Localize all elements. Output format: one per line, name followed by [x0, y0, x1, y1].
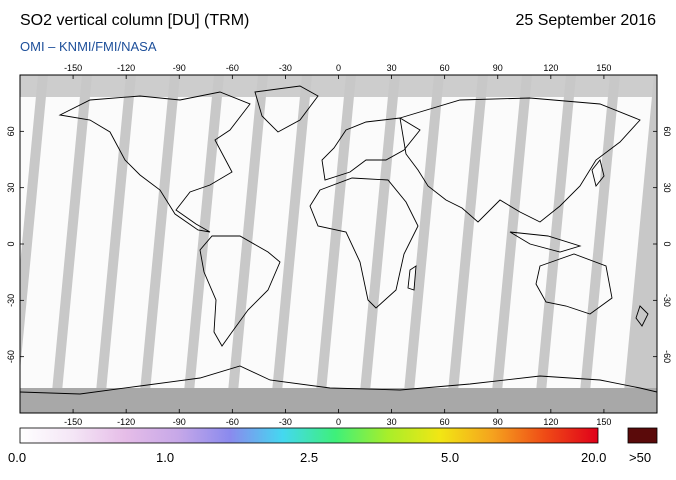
madagascar-coast	[407, 265, 417, 291]
longitude-label: 30	[387, 417, 397, 427]
latitude-label: 0	[662, 241, 672, 246]
orbit-swath	[500, 75, 566, 413]
latitude-label: 60	[662, 126, 672, 136]
longitude-label: 150	[596, 63, 611, 73]
asia-coast	[399, 97, 641, 223]
colorbar	[19, 427, 599, 444]
new-zealand-coast	[635, 305, 649, 327]
longitude-ticks-top: -150 -120 -90 -60 -30 0 30 60 90 120 150	[64, 63, 611, 79]
arctic-band	[20, 75, 657, 97]
colorbar-label-0: 0.0	[8, 450, 27, 465]
orbit-swaths	[20, 75, 654, 413]
longitude-label: -30	[279, 417, 292, 427]
orbit-swath	[104, 75, 170, 413]
australia-coast	[535, 253, 613, 315]
latitude-label: -60	[6, 350, 16, 363]
orbit-swath	[368, 75, 434, 413]
latitude-label: 60	[6, 126, 16, 136]
longitude-label: -120	[117, 63, 135, 73]
data-source: OMI – KNMI/FMI/NASA	[20, 39, 157, 54]
south-america-coast	[199, 235, 281, 347]
longitude-ticks-bottom: -150 -120 -90 -60 -30 0 30 60 90 120 150	[64, 409, 611, 427]
orbit-swath	[148, 75, 214, 413]
antarctica-band	[20, 388, 657, 413]
longitude-label: 120	[543, 63, 558, 73]
orbit-swath	[456, 75, 522, 413]
latitude-label: -60	[662, 350, 672, 363]
orbit-swath	[324, 75, 390, 413]
orbit-swath	[544, 75, 610, 413]
longitude-label: 90	[493, 63, 503, 73]
map-title: SO2 vertical column [DU] (TRM)	[20, 12, 250, 29]
latitude-label: 30	[6, 183, 16, 193]
longitude-label: 120	[543, 417, 558, 427]
longitude-label: -150	[64, 63, 82, 73]
longitude-label: -60	[226, 63, 239, 73]
longitude-label: -60	[226, 417, 239, 427]
longitude-label: 150	[596, 417, 611, 427]
longitude-label: 0	[336, 63, 341, 73]
longitude-label: 30	[387, 63, 397, 73]
colorbar-label-1: 1.0	[156, 450, 175, 465]
orbit-swath	[280, 75, 346, 413]
antarctica-coast	[20, 365, 657, 395]
japan-coast	[591, 159, 605, 187]
longitude-label: -30	[279, 63, 292, 73]
latitude-label: 0	[6, 241, 16, 246]
longitude-label: 90	[493, 417, 503, 427]
colorbar-label-4: 20.0	[581, 450, 607, 465]
colorbar-label-5: >50	[629, 450, 652, 465]
indonesia-coast	[509, 231, 582, 253]
latitude-label: -30	[662, 294, 672, 307]
latitude-label: 30	[662, 183, 672, 193]
orbit-swath	[236, 75, 302, 413]
longitude-label: -150	[64, 417, 82, 427]
orbit-swath	[192, 75, 258, 413]
longitude-label: -90	[173, 63, 186, 73]
orbit-swath	[20, 75, 82, 413]
greenland-coast	[254, 85, 319, 133]
colorbar-label-3: 5.0	[441, 450, 460, 465]
europe-coast	[321, 117, 421, 181]
longitude-label: 0	[336, 417, 341, 427]
north-america-coast	[58, 91, 251, 233]
colorbar-overflow-swatch	[627, 427, 658, 444]
colorbar-label-2: 2.5	[300, 450, 319, 465]
longitude-label: -120	[117, 417, 135, 427]
latitude-ticks-right: 60 30 0 -30 -60	[653, 126, 672, 363]
orbit-swath	[412, 75, 478, 413]
africa-coast	[309, 177, 419, 309]
coastlines	[20, 85, 657, 395]
longitude-label: 60	[440, 417, 450, 427]
longitude-label: 60	[440, 63, 450, 73]
orbit-swath	[588, 75, 654, 413]
orbit-swath	[60, 75, 126, 413]
map-date: 25 September 2016	[515, 12, 656, 29]
orbit-swath	[20, 75, 38, 266]
latitude-ticks-left: 60 30 0 -30 -60	[6, 126, 24, 363]
longitude-label: -90	[173, 417, 186, 427]
latitude-label: -30	[6, 294, 16, 307]
